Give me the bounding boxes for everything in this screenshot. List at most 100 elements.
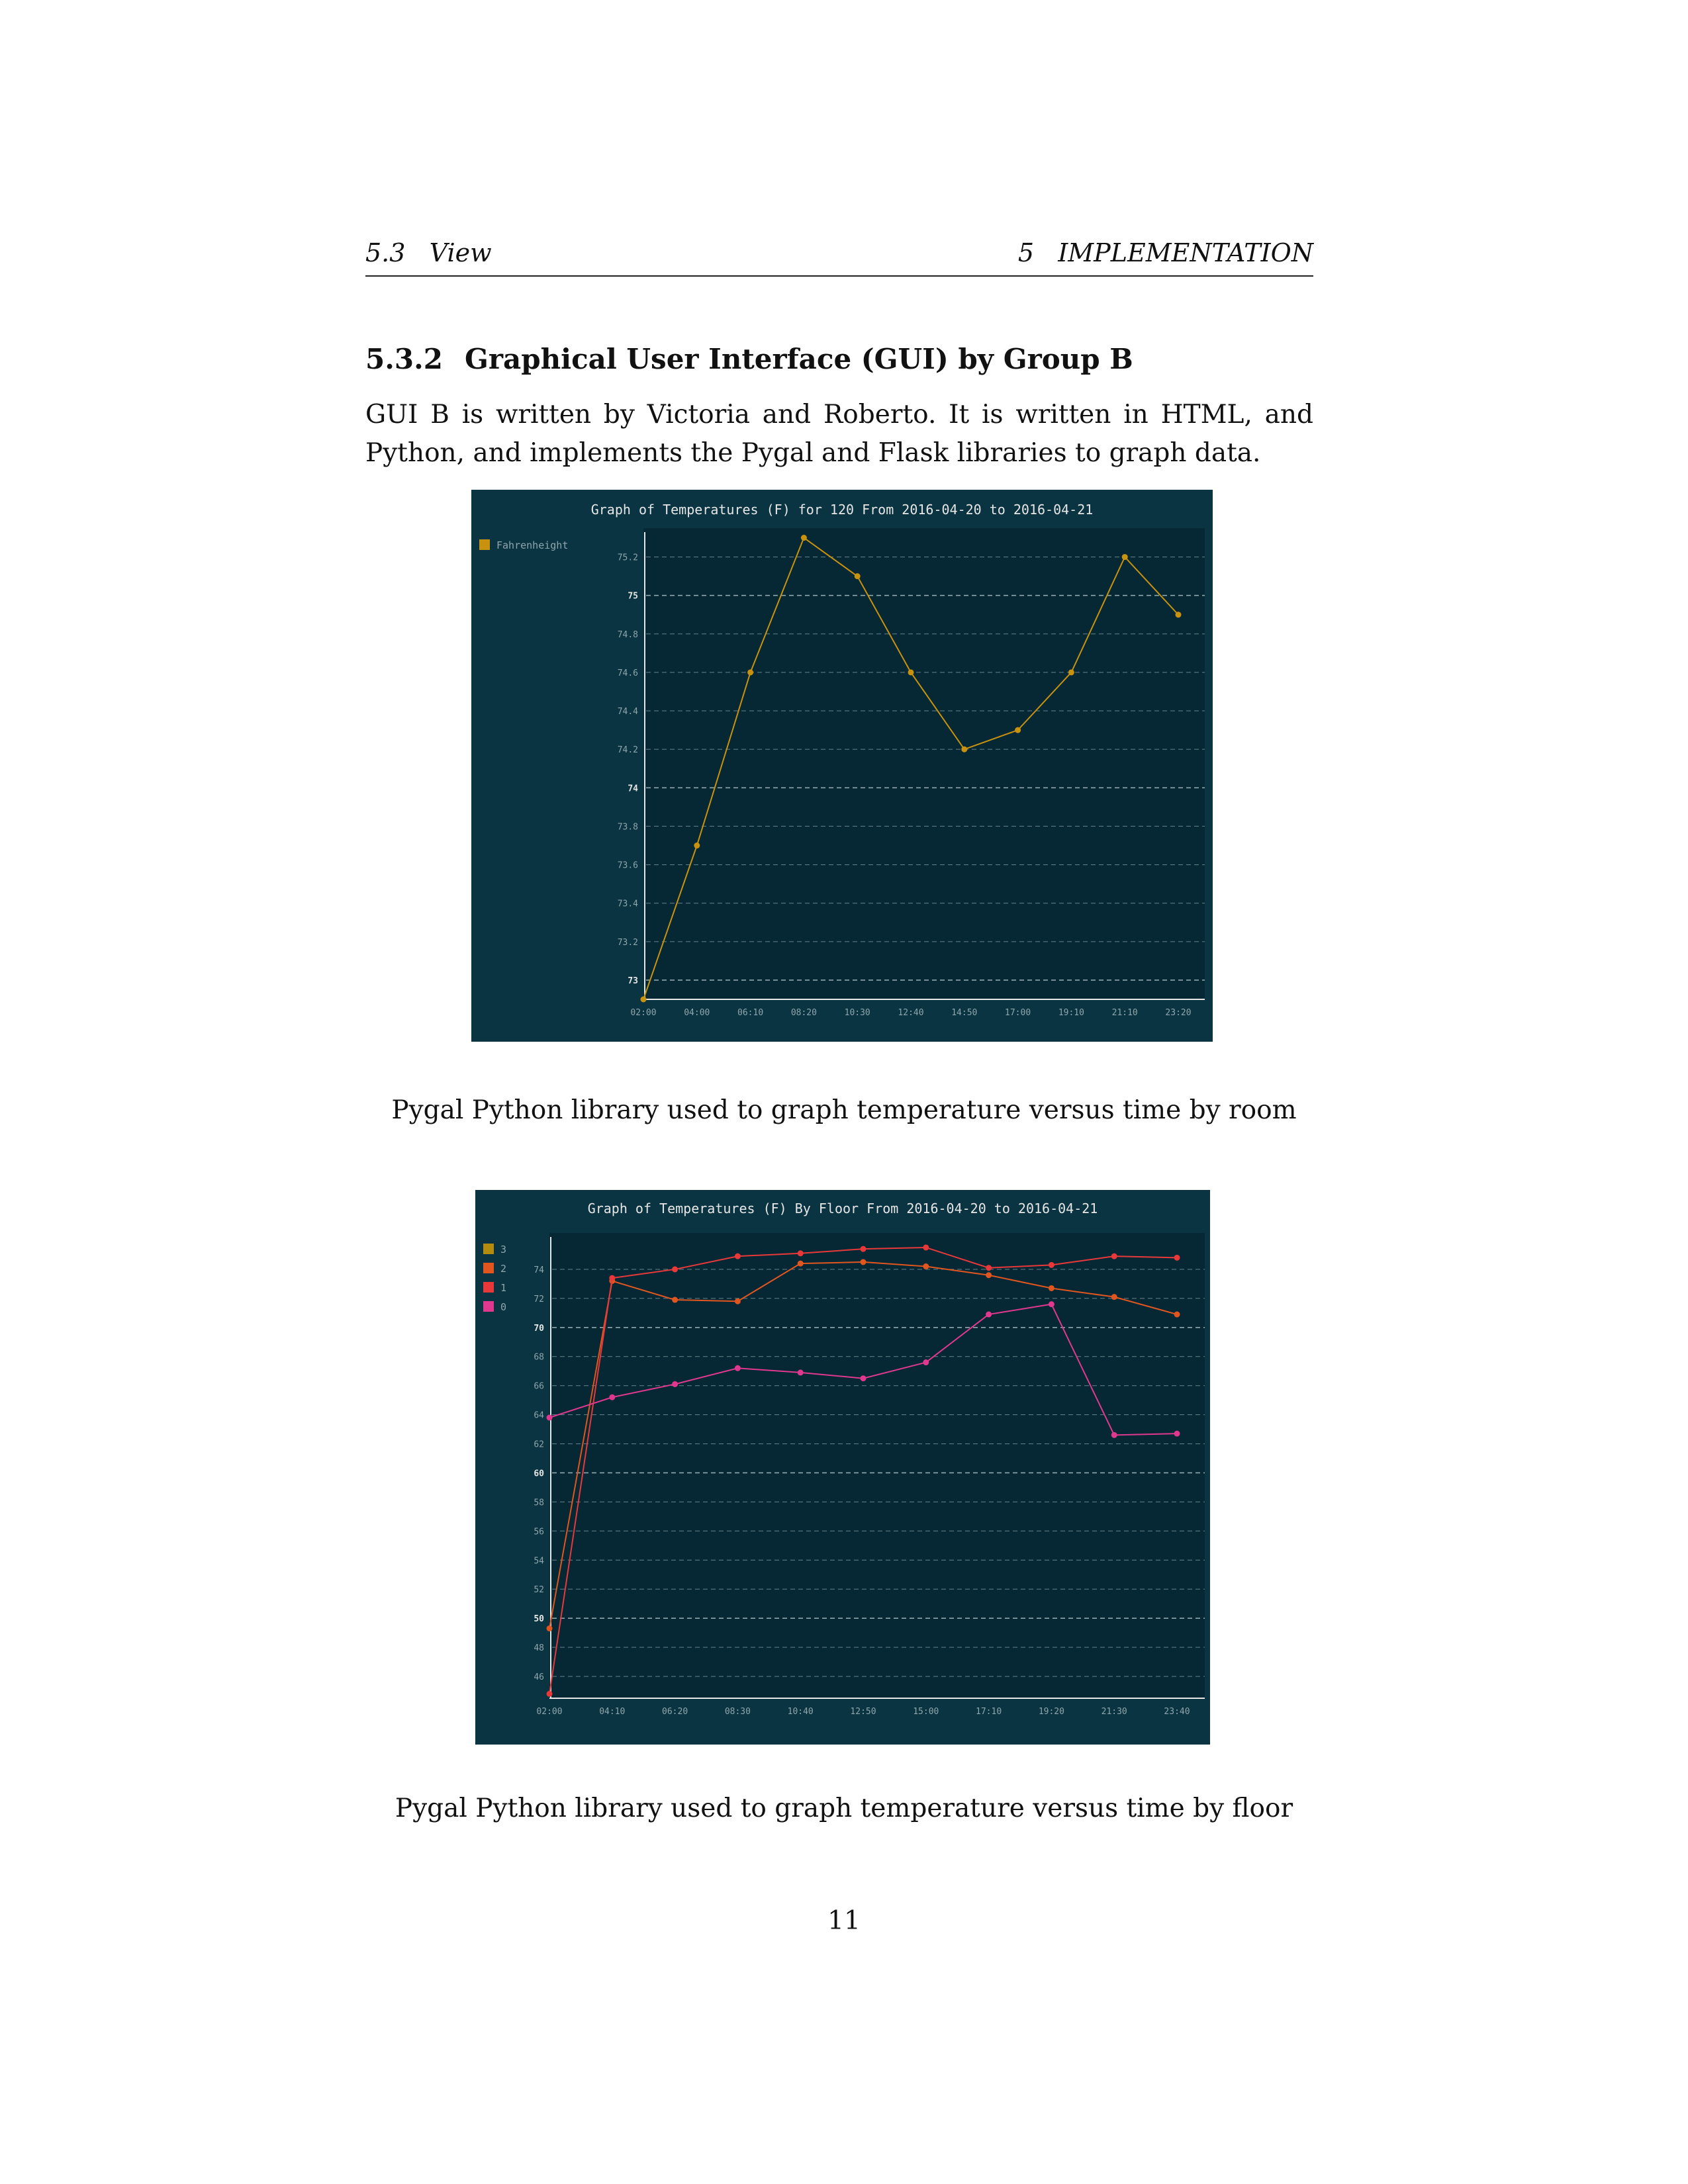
data-point	[986, 1272, 992, 1279]
data-point	[908, 669, 914, 676]
data-point	[1174, 1311, 1180, 1318]
section-number: 5.3.2	[365, 343, 443, 375]
plot-area	[643, 528, 1205, 999]
x-tick-label: 19:10	[1058, 1008, 1084, 1018]
data-point	[609, 1275, 616, 1281]
legend-label: 2	[500, 1263, 506, 1275]
y-tick-label: 72	[534, 1295, 544, 1304]
data-point	[797, 1260, 804, 1267]
data-point	[1111, 1253, 1117, 1259]
y-tick-label: 68	[534, 1353, 544, 1363]
data-point	[1015, 727, 1021, 733]
data-point	[1048, 1301, 1055, 1308]
running-head-section: 5.3 View	[365, 238, 492, 267]
figure-caption-floor: Pygal Python library used to graph tempe…	[395, 1794, 1293, 1823]
y-tick-label: 50	[534, 1614, 544, 1624]
data-point	[860, 1246, 867, 1252]
data-point	[800, 535, 807, 541]
data-point	[986, 1311, 992, 1318]
data-point	[672, 1266, 679, 1273]
x-tick-label: 12:40	[898, 1008, 923, 1018]
y-tick-label: 52	[534, 1585, 544, 1595]
figure-room-chart: Graph of Temperatures (F) for 120 From 2…	[471, 490, 1213, 1042]
legend-swatch	[483, 1282, 494, 1293]
running-head-chapter: 5 IMPLEMENTATION	[1017, 238, 1313, 267]
y-tick-label: 75.2	[618, 553, 638, 563]
data-point	[546, 1414, 553, 1421]
data-point	[1174, 1430, 1180, 1437]
data-point	[747, 669, 754, 676]
y-tick-label: 73	[628, 976, 638, 986]
legend-swatch	[479, 539, 490, 550]
y-tick-label: 56	[534, 1527, 544, 1537]
legend-label: 3	[500, 1244, 506, 1255]
x-tick-label: 19:20	[1039, 1707, 1064, 1717]
y-tick-label: 66	[534, 1382, 544, 1392]
data-point	[1048, 1285, 1055, 1291]
legend-label: 1	[500, 1282, 506, 1294]
legend-swatch	[483, 1244, 494, 1254]
section-heading: 5.3.2 Graphical User Interface (GUI) by G…	[365, 343, 1133, 375]
x-tick-label: 08:30	[725, 1707, 751, 1717]
floor-temperature-chart: Graph of Temperatures (F) By Floor From …	[475, 1190, 1210, 1745]
legend-label: Fahrenheight	[496, 539, 568, 551]
y-tick-label: 64	[534, 1411, 544, 1421]
x-tick-label: 06:20	[662, 1707, 688, 1717]
figure-caption-room: Pygal Python library used to graph tempe…	[391, 1095, 1297, 1125]
x-tick-label: 04:10	[599, 1707, 625, 1717]
y-tick-label: 74	[534, 1265, 544, 1275]
y-tick-label: 58	[534, 1498, 544, 1508]
section-body: GUI B is written by Victoria and Roberto…	[365, 400, 1313, 468]
y-tick-label: 74.8	[618, 630, 638, 640]
y-tick-label: 54	[534, 1556, 544, 1566]
data-point	[860, 1259, 867, 1265]
data-point	[1121, 554, 1128, 561]
y-tick-label: 74.2	[618, 745, 638, 755]
x-tick-label: 21:30	[1102, 1707, 1127, 1717]
data-point	[986, 1265, 992, 1271]
data-point	[672, 1297, 679, 1303]
x-tick-label: 04:00	[684, 1008, 710, 1018]
data-point	[854, 573, 861, 580]
x-tick-label: 23:40	[1164, 1707, 1190, 1717]
y-tick-label: 74.6	[618, 668, 638, 678]
data-point	[546, 1690, 553, 1697]
data-point	[640, 996, 647, 1003]
legend-label: 0	[500, 1301, 506, 1313]
running-head: 5.3 View 5 IMPLEMENTATION	[365, 238, 1313, 277]
x-tick-label: 08:20	[791, 1008, 817, 1018]
y-tick-label: 62	[534, 1440, 544, 1450]
data-point	[1111, 1432, 1117, 1438]
data-point	[923, 1263, 929, 1270]
data-point	[734, 1253, 741, 1259]
data-point	[923, 1359, 929, 1366]
y-tick-label: 74	[628, 784, 638, 794]
y-tick-label: 73.8	[618, 822, 638, 832]
x-tick-label: 21:10	[1112, 1008, 1138, 1018]
data-point	[923, 1244, 929, 1251]
x-tick-label: 02:00	[630, 1008, 656, 1018]
legend-swatch	[483, 1301, 494, 1312]
x-tick-label: 23:20	[1165, 1008, 1191, 1018]
data-point	[694, 842, 700, 849]
section-title: Graphical User Interface (GUI) by Group …	[465, 343, 1133, 375]
data-point	[797, 1250, 804, 1257]
x-tick-label: 12:50	[850, 1707, 876, 1717]
y-tick-label: 73.2	[618, 938, 638, 948]
y-tick-label: 70	[534, 1324, 544, 1334]
chart-title: Graph of Temperatures (F) for 120 From 2…	[591, 502, 1094, 518]
data-point	[797, 1369, 804, 1376]
data-point	[1175, 612, 1182, 618]
y-tick-label: 73.4	[618, 899, 638, 909]
x-tick-label: 10:30	[845, 1008, 870, 1018]
data-point	[1048, 1261, 1055, 1268]
room-temperature-chart: Graph of Temperatures (F) for 120 From 2…	[471, 490, 1213, 1042]
page-number: 11	[827, 1906, 861, 1936]
data-point	[961, 746, 968, 752]
data-point	[734, 1298, 741, 1304]
legend-swatch	[483, 1263, 494, 1273]
y-tick-label: 60	[534, 1469, 544, 1479]
data-point	[860, 1375, 867, 1382]
chart-title: Graph of Temperatures (F) By Floor From …	[588, 1201, 1098, 1216]
x-tick-label: 17:00	[1005, 1008, 1031, 1018]
